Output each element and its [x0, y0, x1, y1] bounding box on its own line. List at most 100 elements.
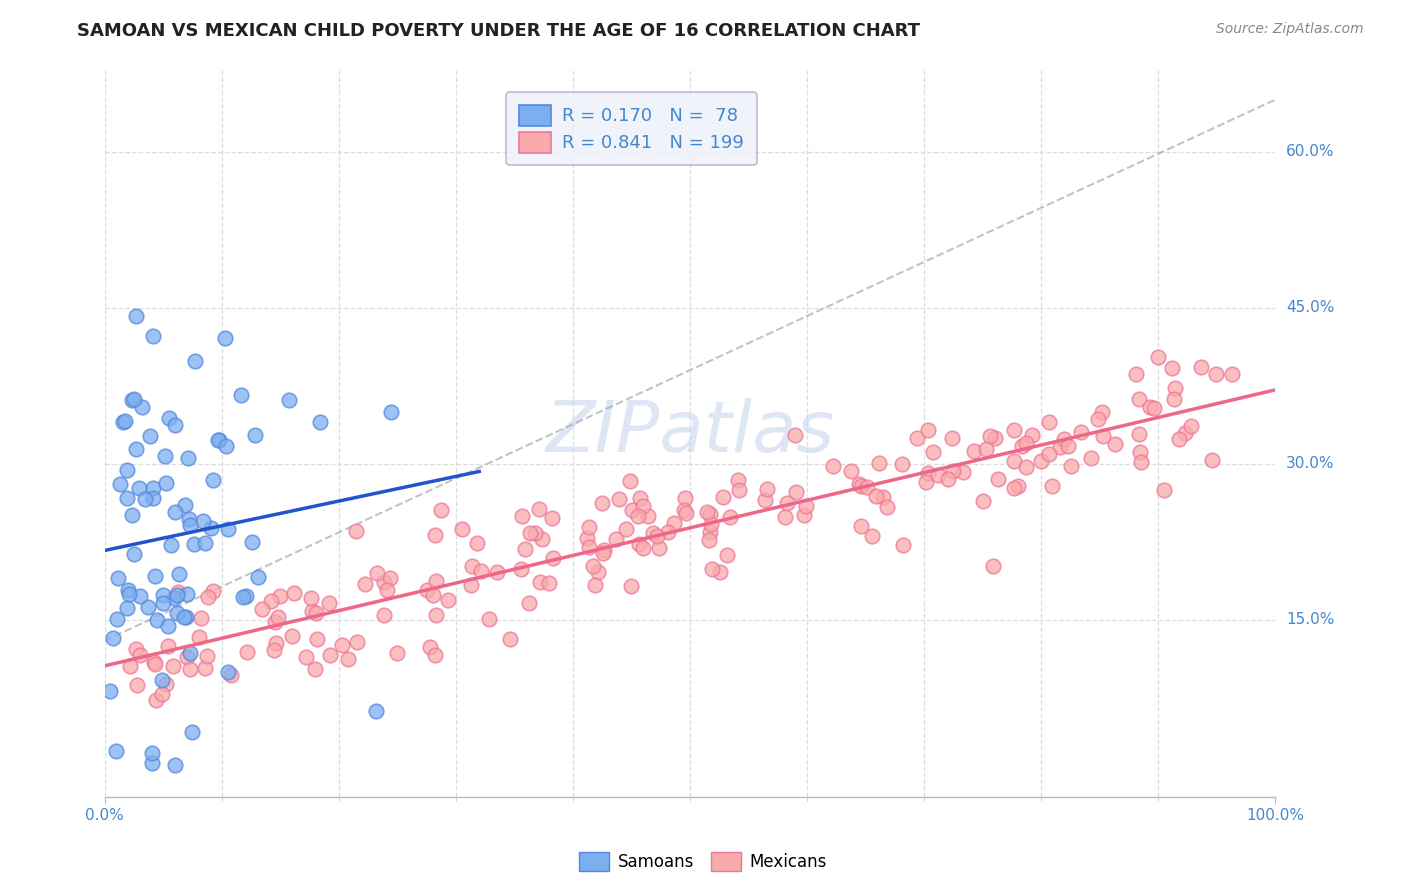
Point [917, 423, 939, 437]
Point [513, 541, 536, 556]
Point [972, 494, 994, 508]
Point [344, 524, 367, 539]
Point [1205, 368, 1227, 382]
Point [696, 505, 718, 519]
Point [202, 473, 225, 487]
Point [217, 665, 239, 679]
Point [295, 649, 318, 664]
Point [425, 574, 447, 589]
Point [711, 490, 734, 504]
Point [451, 521, 474, 535]
Point [125, 309, 148, 323]
Point [592, 546, 614, 560]
Point [125, 642, 148, 657]
Point [510, 508, 533, 523]
Point [378, 571, 401, 585]
Point [122, 392, 145, 406]
Point [98, 684, 121, 698]
Point [191, 514, 214, 528]
Point [194, 536, 217, 550]
Point [823, 458, 845, 473]
Point [1143, 401, 1166, 416]
Point [1180, 419, 1202, 434]
Text: 60.0%: 60.0% [1286, 145, 1334, 160]
Point [673, 491, 696, 505]
Point [177, 450, 200, 465]
Point [415, 582, 437, 597]
Point [145, 692, 167, 706]
Legend: R = 0.170   N =  78, R = 0.841   N = 199: R = 0.170 N = 78, R = 0.841 N = 199 [506, 92, 756, 165]
Point [1164, 381, 1187, 395]
Point [987, 472, 1010, 486]
Point [662, 516, 685, 530]
Point [207, 434, 229, 448]
Point [543, 551, 565, 566]
Point [318, 596, 340, 610]
Point [1049, 440, 1071, 454]
Point [1201, 452, 1223, 467]
Point [215, 439, 238, 453]
Text: ZIP​atlas: ZIP​atlas [546, 398, 834, 467]
Point [121, 508, 143, 523]
Point [364, 704, 387, 718]
Point [153, 449, 176, 463]
Point [470, 564, 492, 578]
Point [794, 500, 817, 514]
Point [245, 428, 267, 442]
Point [648, 541, 671, 555]
Point [499, 632, 522, 646]
Point [1139, 401, 1161, 415]
Point [201, 583, 224, 598]
Point [592, 543, 614, 558]
Point [419, 640, 441, 654]
Point [115, 600, 138, 615]
Point [1080, 451, 1102, 466]
Point [134, 492, 156, 507]
Point [152, 596, 174, 610]
Point [145, 613, 167, 627]
Point [143, 569, 166, 583]
Point [540, 511, 562, 525]
Point [263, 643, 285, 657]
Point [979, 429, 1001, 443]
Point [208, 433, 231, 447]
Point [657, 524, 679, 539]
Point [876, 500, 898, 514]
Point [614, 522, 637, 536]
Point [527, 502, 550, 516]
Point [430, 503, 453, 517]
Point [727, 473, 749, 487]
Point [631, 541, 654, 555]
Point [150, 688, 173, 702]
Point [849, 518, 872, 533]
Point [1147, 350, 1170, 364]
Point [1128, 445, 1150, 459]
Point [354, 577, 377, 591]
Point [174, 609, 197, 624]
Point [125, 442, 148, 456]
Point [437, 593, 460, 607]
Point [531, 533, 554, 547]
Point [1128, 427, 1150, 442]
Point [176, 586, 198, 600]
Point [232, 591, 254, 605]
Point [1174, 425, 1197, 440]
Point [591, 496, 613, 510]
Point [785, 485, 807, 500]
Point [118, 587, 141, 601]
Point [891, 457, 914, 471]
Point [156, 618, 179, 632]
Point [1163, 392, 1185, 406]
Point [460, 578, 482, 592]
Point [373, 575, 395, 590]
Point [927, 467, 949, 482]
Point [121, 393, 143, 408]
Point [259, 594, 281, 608]
Point [127, 678, 149, 692]
Point [645, 528, 668, 542]
Point [305, 632, 328, 646]
Point [105, 612, 128, 626]
Point [1040, 479, 1063, 493]
Point [1091, 405, 1114, 419]
Point [1104, 437, 1126, 451]
